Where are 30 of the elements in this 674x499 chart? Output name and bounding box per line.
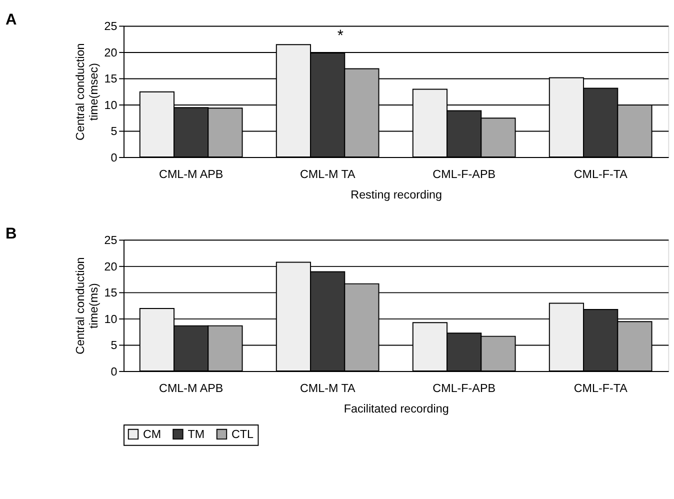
- legend-label: CM: [142, 428, 162, 442]
- x-tick-label: CML-M APB: [159, 382, 224, 395]
- y-tick-label: 25: [104, 234, 118, 248]
- x-tick-label: CML-M TA: [300, 168, 356, 181]
- y-axis-title: Central conduction time(msec): [74, 43, 100, 140]
- y-tick-label: 0: [110, 151, 118, 164]
- x-tick-label: CML-M TA: [300, 382, 356, 395]
- chart-title: A: [5, 12, 17, 29]
- y-tick-label: 20: [104, 46, 118, 60]
- legend-label: CTL: [231, 428, 254, 442]
- y-tick-label: 10: [104, 312, 118, 326]
- chart-title: B: [5, 226, 17, 243]
- x-tick-label: CML-F-TA: [574, 382, 628, 395]
- y-tick-label: 10: [104, 98, 118, 112]
- y-tick-label: 0: [110, 365, 118, 378]
- x-axis-title: Resting recording: [350, 188, 442, 202]
- legend-label: TM: [188, 428, 205, 442]
- y-tick-label: 15: [104, 286, 118, 300]
- y-tick-label: 25: [104, 20, 118, 34]
- x-tick-label: CML-F-TA: [574, 168, 628, 181]
- x-tick-label: CML-F-APB: [432, 168, 496, 181]
- annotation: *: [337, 27, 344, 44]
- x-tick-label: CML-M APB: [159, 168, 224, 181]
- y-axis-title: Central conduction time(ms): [74, 257, 100, 354]
- y-tick-label: 5: [110, 125, 118, 138]
- y-tick-label: 15: [104, 72, 118, 86]
- y-tick-label: 20: [104, 260, 118, 274]
- x-axis-title: Facilitated recording: [344, 402, 449, 416]
- y-tick-label: 5: [110, 339, 118, 352]
- x-tick-label: CML-F-APB: [432, 382, 496, 395]
